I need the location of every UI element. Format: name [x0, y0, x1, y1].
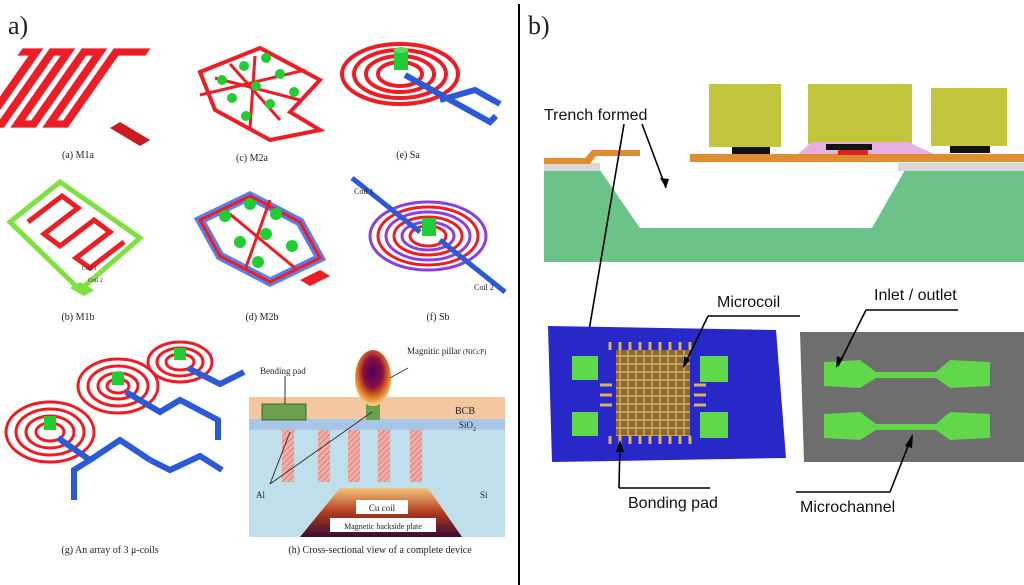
- caption-m1b: (b) M1b: [61, 312, 94, 323]
- label-inlet: Inlet / outlet: [874, 287, 957, 304]
- panel-a: a) (a) M1a (c) M2a: [0, 11, 507, 556]
- caption-sb: (f) Sb: [426, 312, 449, 323]
- coil-small-label-b: Coil 2: [88, 278, 103, 284]
- label-pillar: Magnitic pillar (NiCcP): [407, 346, 487, 356]
- coil-m2b: [193, 190, 330, 288]
- label-microchannel: Microchannel: [800, 499, 895, 516]
- caption-cross: (h) Cross-sectional view of a complete d…: [288, 545, 472, 556]
- microchannel-chip: [800, 332, 1024, 462]
- label-trench: Trench formed: [544, 107, 647, 124]
- caption-m1a: (a) M1a: [62, 150, 94, 161]
- label-al: Al: [256, 490, 265, 500]
- label-si: Si: [480, 490, 488, 500]
- arrow-trench: [641, 123, 667, 189]
- coil-m1b: [6, 178, 145, 296]
- coil-label-2: Coil 2: [474, 283, 494, 292]
- microcoil-chip: [548, 326, 786, 462]
- caption-m2b: (d) M2b: [245, 312, 278, 323]
- coil-m1a: [0, 48, 151, 146]
- label-cu-coil: Cu coil: [369, 503, 396, 513]
- caption-sa: (e) Sa: [396, 150, 420, 161]
- label-bcb: BCB: [455, 406, 475, 417]
- cross-section: [249, 350, 505, 537]
- caption-m2a: (c) M2a: [236, 153, 268, 164]
- label-bending-pad: Bending pad: [260, 366, 306, 376]
- label-microcoil: Microcoil: [717, 294, 780, 311]
- panel-a-letter: a): [8, 11, 28, 40]
- label-sio2: SiO2: [459, 420, 476, 433]
- label-bonding: Bonding pad: [628, 495, 718, 512]
- pillar-icon: [217, 75, 227, 85]
- coil-array: [4, 340, 246, 500]
- caption-array: (g) An array of 3 μ-coils: [61, 545, 158, 556]
- coil-sb: [350, 176, 507, 294]
- coil-label-1: Coil 1: [354, 187, 374, 196]
- trench-cross-section: [544, 84, 1024, 262]
- label-backside-plate: Magnetic backside plate: [344, 522, 422, 531]
- coil-m2a: [197, 45, 326, 143]
- panel-b-letter: b): [528, 11, 550, 40]
- coil-sa: [340, 42, 502, 126]
- coil-small-label-a: Coil 1: [82, 266, 97, 272]
- panel-b: b) Trench formed: [528, 11, 1024, 516]
